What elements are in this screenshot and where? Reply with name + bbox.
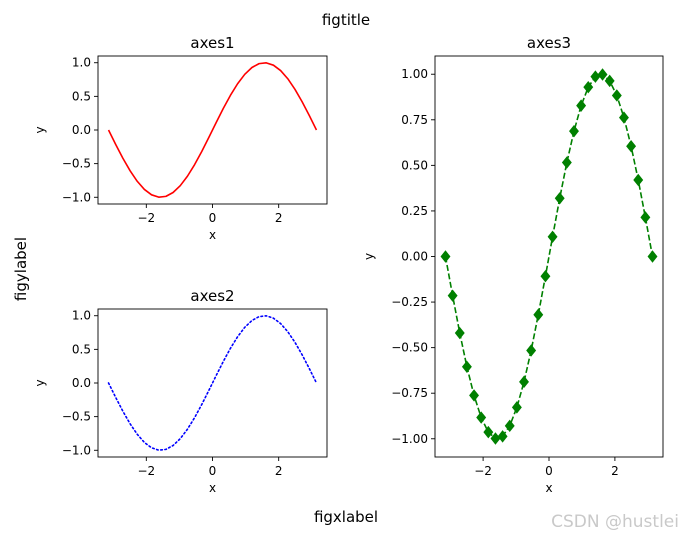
axes3-marker-point [554,192,565,205]
axes3-marker-point [447,289,458,302]
axes3-marker-point [461,360,472,374]
axes3-marker-point [583,80,594,94]
axes3-title: axes3 [527,34,571,52]
axes3-ytick-label: 0.25 [401,204,428,218]
axes3-xtick-label: −2 [474,464,492,478]
axes3-marker-point [454,326,465,340]
axes1-ytick-label: 0.5 [72,89,91,103]
axes3-marker-point [547,230,558,243]
axes2-xlabel: x [209,481,216,495]
axes3-ytick-label: 1.00 [401,67,428,81]
axes3-subplot: −2 0 2 −1.00 −0.75 −0.50 −0.25 0.00 0.25 0.50 0.75… [362,34,664,495]
axes3-ytick-label: 0.00 [401,250,428,264]
axes1-ytick-label: 0.0 [72,123,91,137]
axes3-ylabel: y [362,253,376,260]
axes3-marker-point [476,411,487,424]
axes3-marker-point [561,156,572,169]
axes1-ytick-label: −1.0 [62,190,91,204]
axes3-marker-point [611,89,622,102]
axes3-marker-point [533,308,544,321]
axes3-ytick-label: −1.00 [391,432,428,446]
axes3-marker-point [626,139,637,153]
axes2-xtick-label: 2 [275,464,283,478]
axes2-title: axes2 [190,287,234,305]
axes1-ytick-label: −0.5 [62,157,91,171]
axes3-marker-point [511,401,522,414]
axes2-ylabel: y [33,379,47,386]
axes1-xlabel: x [209,228,216,242]
axes3-marker-point [440,250,451,263]
axes3-marker-point [647,250,658,263]
axes1-title: axes1 [190,34,234,52]
axes2-ytick-label: 1.0 [72,309,91,323]
watermark-text: CSDN @hustlei [551,512,679,532]
axes1-series-line [107,62,318,198]
figure-title: figtitle [322,11,370,29]
axes3-marker-point [640,211,651,224]
axes2-ytick-label: 0.5 [72,342,91,356]
axes2-series-line [107,315,318,451]
axes3-marker-point [633,173,644,187]
axes3-ytick-label: −0.25 [391,295,428,309]
axes3-marker-point [604,74,615,88]
axes3-ytick-label: −0.75 [391,386,428,400]
axes2-subplot: −2 0 2 −1.0 −0.5 0.0 0.5 1.0 axes2 x y [33,287,328,495]
axes2-ytick-label: −1.0 [62,443,91,457]
axes1-xtick-label: 2 [275,211,283,225]
axes2-ytick-label: −0.5 [62,410,91,424]
figure-ylabel: figylabel [12,237,30,301]
axes1-xtick-label: −2 [137,211,155,225]
axes3-xtick-label: 0 [545,464,553,478]
axes1-xtick-label: 0 [209,211,217,225]
axes3-marker-point [469,389,480,402]
axes3-marker-point [504,419,515,433]
axes3-marker-point [576,99,587,112]
axes3-ytick-label: 0.75 [401,113,428,127]
axes1-ytick-label: 1.0 [72,56,91,70]
axes3-ytick-label: −0.50 [391,341,428,355]
axes2-xtick-label: −2 [137,464,155,478]
axes3-ytick-label: 0.50 [401,158,428,172]
axes1-subplot: −2 0 2 −1.0 −0.5 0.0 0.5 1.0 axes1 x y [33,34,328,242]
axes3-xtick-label: 2 [611,464,619,478]
axes1-ylabel: y [33,126,47,133]
axes3-marker-point [526,344,537,357]
axes3-marker-point [540,270,551,283]
axes3-marker-point [483,425,494,439]
axes3-marker-point [618,111,629,124]
axes3-marker-point [597,68,608,81]
axes2-xtick-label: 0 [209,464,217,478]
axes3-marker-point [519,375,529,389]
axes3-marker-point [497,430,508,443]
axes2-ytick-label: 0.0 [72,376,91,390]
axes3-marker-point [569,124,579,138]
figure-xlabel: figxlabel [314,508,378,526]
axes3-xlabel: x [545,481,552,495]
